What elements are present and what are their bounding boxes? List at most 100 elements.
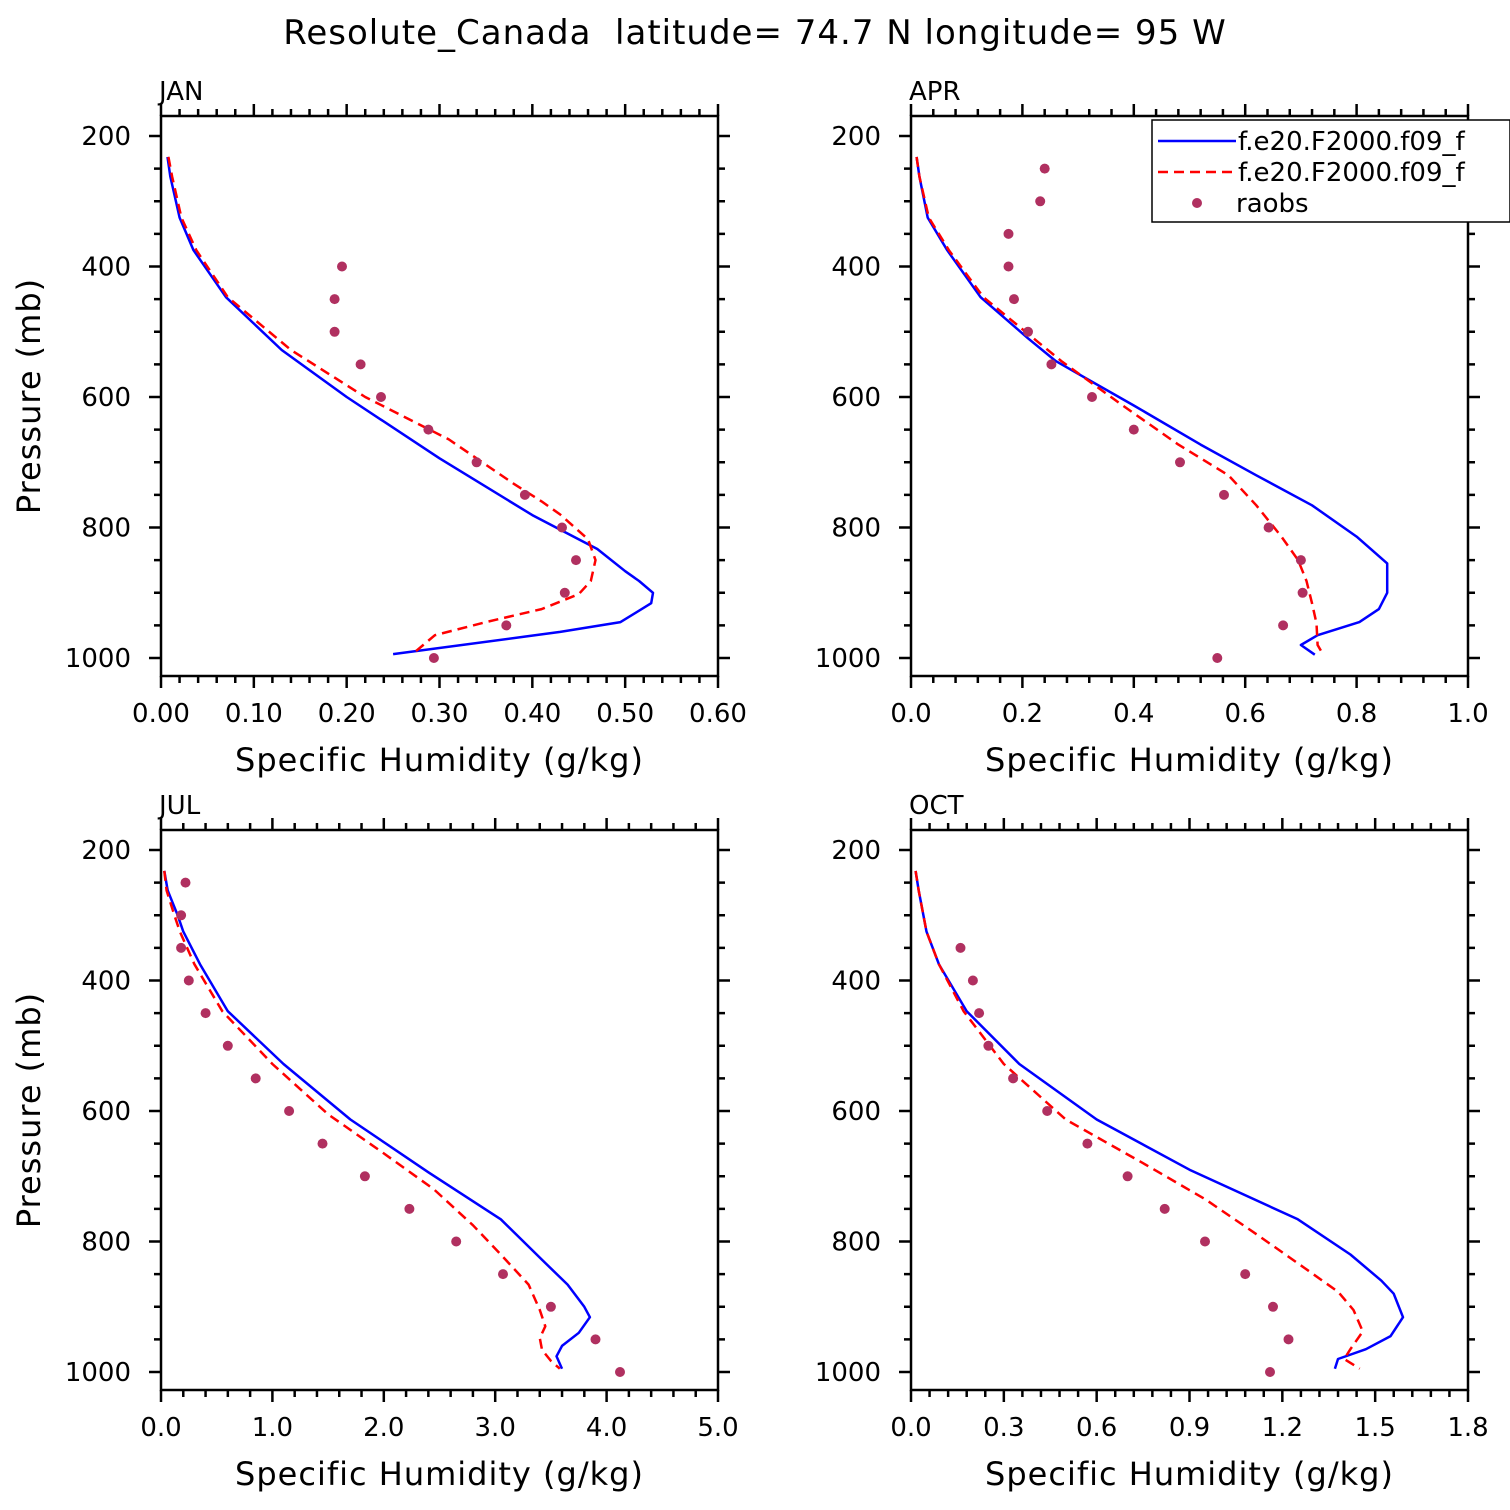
x-tick-label: 0.6 [1076, 1413, 1117, 1443]
y-tick-label: 400 [81, 967, 131, 997]
x-tick-label: 3.0 [475, 1413, 516, 1443]
raobs-point [176, 942, 187, 953]
legend-label-1: f.e20.F2000.f09_f [1238, 158, 1465, 188]
raobs-point [1200, 1236, 1210, 1247]
raobs-point [1268, 1301, 1278, 1312]
raobs-point [317, 1138, 328, 1149]
panel-title: APR [909, 77, 961, 107]
x-tick-label: 0.0 [890, 699, 931, 729]
raobs-point [284, 1106, 295, 1116]
raobs-point [1265, 1367, 1275, 1377]
y-tick-label: 200 [81, 836, 131, 866]
y-tick-label: 400 [81, 253, 131, 283]
raobs-point [983, 1040, 994, 1051]
panel-jul: JUL 0.0 1.0 2.0 3.0 4.0 5.0 200 400 600 800 1000 Spe… [10, 791, 739, 1493]
raobs-point [1175, 457, 1185, 468]
legend-label-2: raobs [1236, 189, 1309, 219]
raobs-point [222, 1040, 233, 1051]
raobs-point [337, 261, 347, 272]
x-tick-label: 4.0 [586, 1413, 627, 1443]
x-tick-label: 0.50 [596, 699, 654, 729]
raobs-point [180, 877, 191, 888]
raobs-point [451, 1236, 462, 1247]
series-line-solid [163, 870, 592, 1370]
raobs-point [1219, 489, 1229, 500]
x-tick-label: 1.8 [1447, 1413, 1488, 1443]
raobs-point [1212, 653, 1223, 663]
raobs-point [183, 975, 194, 986]
x-tick-label: 1.2 [1262, 1413, 1303, 1443]
y-tick-label: 400 [831, 253, 881, 283]
raobs-point [1003, 261, 1014, 272]
x-tick-label: 0.3 [983, 1413, 1024, 1443]
raobs-point [1122, 1171, 1133, 1182]
raobs-point [967, 975, 978, 986]
raobs-point [355, 359, 366, 370]
raobs-point [1297, 587, 1308, 598]
chart-title: Resolute_Canada latitude= 74.7 N longitu… [283, 13, 1226, 53]
x-tick-label: 0.9 [1169, 1413, 1210, 1443]
y-tick-label: 400 [831, 967, 881, 997]
legend-swatch-dot [1192, 198, 1202, 208]
raobs-point [615, 1367, 625, 1377]
y-tick-label: 200 [81, 122, 131, 152]
series-line-dashed [167, 156, 597, 656]
x-tick-label: 0.40 [503, 699, 561, 729]
x-tick-label: 0.30 [411, 699, 469, 729]
x-tick-label: 0.4 [1113, 699, 1154, 729]
x-tick-label: 0.8 [1336, 699, 1377, 729]
raobs-point [176, 910, 187, 921]
raobs-point [1023, 326, 1033, 337]
x-tick-label: 0.0 [140, 1413, 181, 1443]
x-tick-label: 1.0 [252, 1413, 293, 1443]
raobs-point [1009, 294, 1019, 305]
raobs-point [1263, 522, 1274, 533]
panel-title: OCT [909, 791, 964, 821]
raobs-point [1003, 228, 1014, 239]
series-line-dashed [163, 870, 561, 1370]
raobs-point [571, 555, 581, 566]
raobs-point [428, 653, 439, 663]
raobs-point [1159, 1203, 1170, 1214]
x-tick-label: 0.20 [318, 699, 376, 729]
raobs-point [557, 522, 567, 533]
raobs-point [590, 1334, 601, 1345]
x-tick-label: 0.60 [689, 699, 747, 729]
raobs-point [498, 1269, 508, 1280]
raobs-point [376, 392, 386, 402]
x-axis-label: Specific Humidity (g/kg) [985, 741, 1394, 779]
x-tick-label: 1.0 [1447, 699, 1488, 729]
y-tick-label: 600 [831, 1097, 881, 1127]
x-axis-label: Specific Humidity (g/kg) [235, 741, 644, 779]
x-tick-label: 2.0 [363, 1413, 404, 1443]
panel-title: JUL [157, 791, 201, 821]
x-tick-label: 1.5 [1354, 1413, 1395, 1443]
x-axis-label: Specific Humidity (g/kg) [985, 1455, 1394, 1493]
series-line-solid [166, 156, 655, 656]
raobs-point [1035, 196, 1046, 207]
raobs-point [974, 1008, 985, 1019]
raobs-point [1046, 359, 1057, 370]
raobs-point [359, 1171, 370, 1182]
raobs-point [1008, 1073, 1019, 1084]
raobs-point [1042, 1106, 1053, 1116]
raobs-point [1039, 163, 1050, 174]
y-tick-label: 1000 [815, 644, 881, 674]
raobs-point [519, 489, 530, 500]
plot-frame [909, 828, 1470, 1392]
y-tick-label: 600 [81, 1097, 131, 1127]
x-tick-label: 0.10 [225, 699, 283, 729]
raobs-point [1128, 424, 1139, 435]
x-tick-label: 0.0 [890, 1413, 931, 1443]
raobs-point [1278, 620, 1289, 631]
series-line-solid [915, 156, 1389, 656]
raobs-point [200, 1008, 211, 1019]
y-tick-label: 800 [831, 1228, 881, 1258]
y-axis-label: Pressure (mb) [10, 992, 48, 1228]
plot-frame [159, 828, 720, 1392]
y-tick-label: 200 [831, 836, 881, 866]
legend-label-0: f.e20.F2000.f09_f [1238, 127, 1465, 157]
panel-apr: APR 0.0 0.2 0.4 0.6 0.8 1.0 200 400 600 800 1000 Spe… [815, 77, 1489, 779]
plot-frame [159, 114, 720, 678]
